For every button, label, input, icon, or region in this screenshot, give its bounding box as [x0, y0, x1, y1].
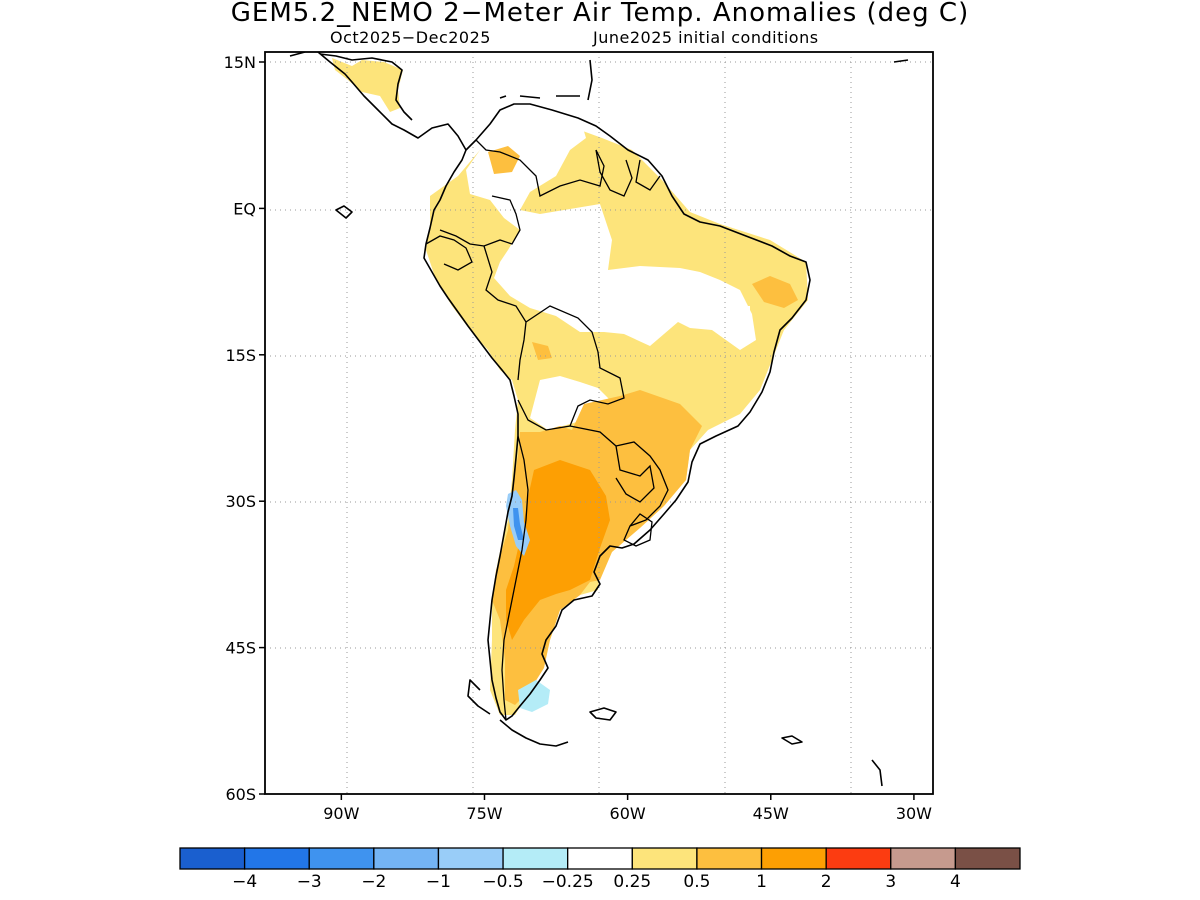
initial-conditions: June2025 initial conditions	[593, 28, 819, 47]
border-chile-argentina	[501, 435, 529, 721]
border-ecuador	[425, 235, 473, 271]
colorbar-label: −3	[297, 872, 322, 892]
colorbar-label: 1	[756, 872, 767, 892]
border-uruguay	[623, 513, 653, 547]
colorbar-label: 4	[950, 872, 961, 892]
lat-tick-label: 15N	[224, 53, 256, 72]
border-paraguay	[569, 425, 655, 503]
shade-nebrazil-neutral	[735, 306, 750, 326]
forecast-period: Oct2025−Dec2025	[330, 28, 491, 47]
colorbar-label: −0.25	[542, 872, 594, 892]
shade-argentina-darkorange	[506, 460, 610, 640]
colorbar-swatch	[567, 847, 633, 870]
coast-falklands	[589, 707, 617, 721]
colorbar: −4 −3 −2 −1 −0.5 −0.25 0.25 0.5 1 2 3 4	[179, 847, 1021, 892]
border-bolivia	[517, 305, 625, 431]
lat-axis: 15N EQ 15S 30S 45S 60S	[224, 53, 265, 804]
colorbar-swatch	[631, 847, 698, 870]
border-colombia-peru	[439, 195, 521, 247]
border-guianas	[595, 149, 661, 197]
coast-south-georgia	[781, 735, 803, 745]
shade-colombia-orange	[488, 146, 520, 174]
lon-tick-label: 60W	[610, 804, 646, 823]
colorbar-label: 3	[885, 872, 896, 892]
colorbar-swatch	[179, 847, 246, 870]
country-borders	[425, 139, 669, 721]
colorbar-label: −1	[426, 872, 451, 892]
colorbar-swatch	[437, 847, 504, 870]
colorbar-swatch	[825, 847, 892, 870]
colorbar-swatch	[890, 847, 957, 870]
coast-caribbean-islands	[499, 59, 909, 101]
colorbar-swatch	[502, 847, 569, 870]
anomaly-shading	[332, 58, 808, 715]
colorbar-label: 0.5	[683, 872, 710, 892]
colorbar-swatch	[373, 847, 440, 870]
lon-tick-label: 75W	[466, 804, 502, 823]
lat-tick-label: 15S	[225, 346, 256, 365]
lon-tick-label: 30W	[896, 804, 932, 823]
colorbar-swatch	[308, 847, 375, 870]
plot-frame	[264, 51, 934, 795]
lat-tick-label: 45S	[225, 639, 256, 658]
colorbar-swatch	[954, 847, 1021, 870]
shade-peru-orange	[532, 342, 552, 360]
graticule	[265, 52, 933, 794]
colorbar-swatch	[760, 847, 827, 870]
coast-tierra-del-fuego	[467, 679, 569, 747]
colorbar-label: −2	[361, 872, 386, 892]
shade-nebrazil-orange	[752, 276, 798, 308]
lon-tick-label: 90W	[323, 804, 359, 823]
colorbar-label: −0.5	[482, 872, 523, 892]
shade-central-america	[332, 58, 403, 112]
lat-tick-label: 60S	[225, 785, 256, 804]
shade-chile-cooler	[513, 508, 524, 540]
shade-patagonia-cyan	[518, 680, 550, 712]
coast-south-america	[423, 103, 811, 721]
border-colombia-venezuela	[475, 139, 605, 197]
border-argentina-brazil	[615, 441, 669, 527]
map-title: GEM5.2_NEMO 2−Meter Air Temp. Anomalies …	[230, 0, 970, 28]
lon-axis: 90W 75W 60W 45W 30W	[323, 794, 932, 823]
shade-amazon-neutral	[466, 112, 756, 350]
coast-galapagos	[335, 205, 353, 219]
lon-tick-label: 45W	[753, 804, 789, 823]
colorbar-label: 2	[821, 872, 832, 892]
colorbar-swatch	[243, 847, 310, 870]
border-peru-brazil	[483, 245, 527, 381]
colorbar-label: 0.25	[613, 872, 651, 892]
colorbar-label: −4	[232, 872, 257, 892]
lat-tick-label: EQ	[233, 199, 256, 218]
colorbar-swatch	[696, 847, 763, 870]
coast-sandwich	[871, 759, 883, 787]
lat-tick-label: 30S	[225, 492, 256, 511]
